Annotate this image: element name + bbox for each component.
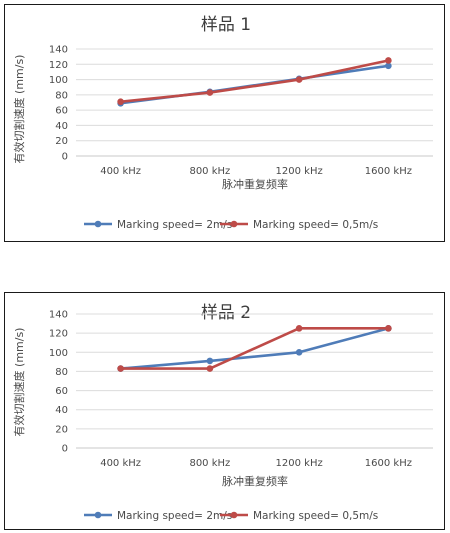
y-tick-label: 60 (55, 106, 68, 117)
y-tick-labels: 0 20 40 60 80 100 120 140 (49, 45, 68, 163)
legend: Marking speed= 2m/s Marking speed= 0,5m/s (84, 219, 378, 231)
x-tick-labels: 400 kHz 800 kHz 1200 kHz 1600 kHz (100, 458, 412, 469)
data-point (117, 365, 124, 372)
y-axis-title: 有效切割速度 (mm/s) (12, 328, 26, 437)
y-tick-label: 20 (55, 136, 68, 147)
data-point (295, 325, 303, 332)
gridlines (76, 313, 433, 449)
x-tick-label: 800 kHz (189, 166, 230, 177)
data-point (206, 365, 214, 372)
y-tick-labels: 0 20 40 60 80 100 120 140 (49, 310, 68, 455)
legend-swatch-marker (94, 511, 102, 519)
data-point (295, 76, 303, 83)
y-tick-label: 120 (49, 329, 68, 340)
legend-label: Marking speed= 2m/s (117, 510, 232, 522)
x-tick-label: 1200 kHz (276, 166, 323, 177)
x-tick-labels: 400 kHz 800 kHz 1200 kHz 1600 kHz (100, 166, 412, 177)
chart-panel-1: 样品 1 0 20 40 60 80 100 120 140 400 kHz 800 kHz 12… (4, 4, 445, 242)
legend-swatch-marker (230, 220, 238, 228)
y-axis-title: 有效切割速度 (mm/s) (12, 55, 26, 164)
x-axis-title: 脉冲重复频率 (222, 177, 288, 191)
x-tick-label: 400 kHz (100, 458, 141, 469)
gridlines (76, 48, 433, 157)
y-tick-label: 80 (55, 367, 68, 378)
data-point (385, 325, 392, 332)
series-line-2 (119, 327, 390, 370)
y-tick-label: 40 (55, 405, 68, 416)
chart-1-svg: 样品 1 0 20 40 60 80 100 120 140 400 kHz 800 kHz 12… (12, 15, 433, 231)
legend: Marking speed= 2m/s Marking speed= 0,5m/s (84, 510, 378, 522)
data-point (385, 62, 392, 70)
series-lines (117, 325, 392, 372)
x-tick-label: 1600 kHz (365, 166, 412, 177)
y-tick-label: 0 (62, 152, 68, 163)
x-axis-title: 脉冲重复频率 (222, 474, 288, 488)
legend-swatch-marker (230, 511, 238, 519)
y-tick-label: 100 (49, 348, 68, 359)
data-point (385, 57, 392, 64)
y-tick-label: 20 (55, 424, 68, 435)
legend-label: Marking speed= 0,5m/s (253, 219, 378, 231)
data-point (117, 98, 124, 106)
data-point (295, 348, 303, 356)
series-lines (117, 57, 392, 107)
x-tick-label: 400 kHz (100, 166, 141, 177)
data-point (206, 89, 214, 96)
y-tick-label: 80 (55, 90, 68, 101)
data-point (206, 357, 214, 365)
y-tick-label: 60 (55, 386, 68, 397)
y-tick-label: 120 (49, 60, 68, 71)
x-tick-label: 1200 kHz (276, 458, 323, 469)
y-tick-label: 40 (55, 121, 68, 132)
y-tick-label: 0 (62, 444, 68, 455)
chart-2-svg: 样品 2 0 20 40 60 80 100 120 140 400 kHz 800 kHz 12… (12, 303, 433, 522)
series-line-1 (119, 327, 390, 370)
y-tick-label: 140 (49, 310, 68, 321)
x-tick-label: 1600 kHz (365, 458, 412, 469)
y-tick-label: 140 (49, 45, 68, 56)
legend-swatch-marker (94, 220, 102, 228)
chart-panel-2: 样品 2 0 20 40 60 80 100 120 140 400 kHz 800 kHz 12… (4, 292, 445, 530)
series-line-2 (119, 59, 390, 104)
chart-title: 样品 2 (201, 303, 251, 323)
x-tick-label: 800 kHz (189, 458, 230, 469)
y-tick-label: 100 (49, 75, 68, 86)
legend-label: Marking speed= 2m/s (117, 219, 232, 231)
chart-title: 样品 1 (201, 15, 251, 35)
legend-label: Marking speed= 0,5m/s (253, 510, 378, 522)
